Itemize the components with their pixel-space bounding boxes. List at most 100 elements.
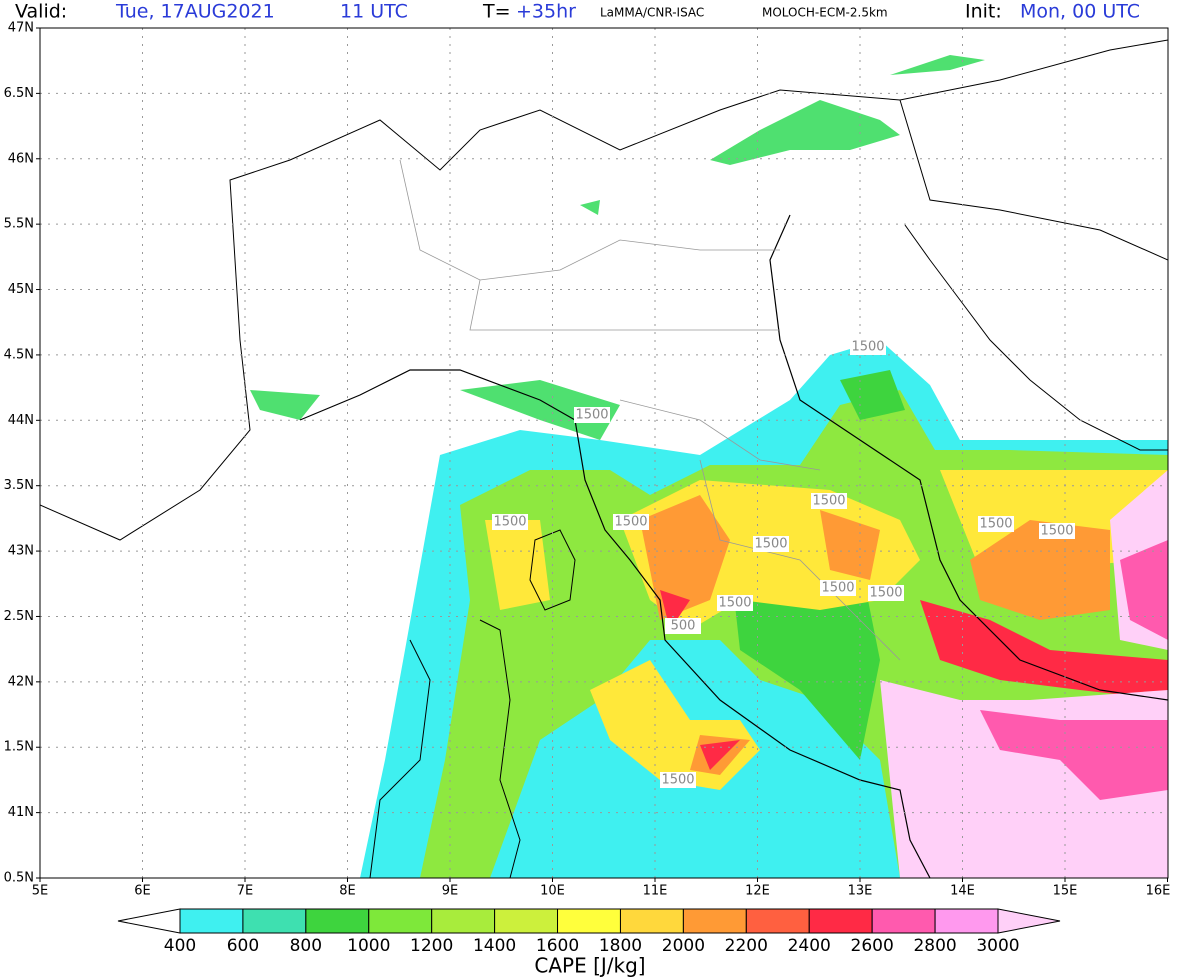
lat-label: 42N bbox=[8, 674, 34, 689]
lon-label: 8E bbox=[339, 884, 356, 899]
lat-label: 43N bbox=[8, 544, 34, 559]
coast-adriatic bbox=[769, 214, 1168, 701]
init-label: Init: bbox=[965, 1, 1002, 23]
lat-label: 1.5N bbox=[4, 740, 34, 755]
contour-labels: 1500 1500 1500 1500 1500 1500 1500 1500 1500 1500… bbox=[492, 339, 1075, 788]
contour-label: 1500 bbox=[575, 408, 608, 423]
contour-label: 1500 bbox=[869, 586, 902, 601]
lon-label: 7E bbox=[237, 884, 254, 899]
lon-label: 5E bbox=[32, 884, 49, 899]
colorbar-box bbox=[808, 908, 873, 934]
contour-label: 1500 bbox=[812, 494, 845, 509]
lon-label: 15E bbox=[1053, 884, 1078, 899]
colorbar-label: 2800 bbox=[913, 936, 956, 956]
lon-label: 11E bbox=[643, 884, 668, 899]
contour-label-bg bbox=[665, 618, 701, 634]
contour-label-bg bbox=[753, 536, 789, 552]
coast-sardinia bbox=[369, 619, 521, 878]
lat-label: 44N bbox=[8, 413, 34, 428]
coast-italy bbox=[299, 369, 931, 878]
valid-date: Tue, 17AUG2021 bbox=[115, 1, 275, 23]
cape-field bbox=[250, 55, 1168, 878]
colorbar-box bbox=[179, 908, 244, 934]
colorbar-box bbox=[745, 908, 810, 934]
contour-label: 1500 bbox=[661, 773, 694, 788]
lat-label: 45N bbox=[8, 282, 34, 297]
contour-label: 1500 bbox=[718, 596, 751, 611]
lon-label: 9E bbox=[442, 884, 459, 899]
colorbar-box bbox=[871, 908, 936, 934]
contour-label: 1500 bbox=[614, 515, 647, 530]
colorbar-box bbox=[934, 908, 999, 934]
colorbar-label: 2000 bbox=[662, 936, 705, 956]
colorbar-box bbox=[682, 908, 747, 934]
valid-label: Valid: bbox=[15, 1, 67, 23]
model: MOLOCH-ECM-2.5km bbox=[762, 6, 888, 20]
grid: 47N 6.5N 46N 5.5N 45N 4.5N 44N 3.5N 43N 2.5N 42N 1.… bbox=[4, 21, 1171, 899]
contour-label-bg bbox=[868, 585, 904, 601]
institution: LaMMA/CNR-ISAC bbox=[600, 6, 704, 20]
contour-label: 1500 bbox=[851, 340, 884, 355]
lead-label: T= bbox=[482, 1, 511, 23]
colorbar-label: 1000 bbox=[347, 936, 390, 956]
lat-label: 3.5N bbox=[4, 478, 34, 493]
contour-label-bg bbox=[717, 595, 753, 611]
colorbar-label: 400 bbox=[164, 936, 196, 956]
colorbar-under bbox=[117, 908, 181, 934]
lon-label: 12E bbox=[745, 884, 770, 899]
coastlines bbox=[40, 39, 1168, 878]
colorbar-label: 3000 bbox=[976, 936, 1019, 956]
lead-time: +35hr bbox=[516, 1, 576, 23]
lat-label: 2.5N bbox=[4, 609, 34, 624]
colorbar-box bbox=[431, 908, 496, 934]
lat-label: 47N bbox=[8, 21, 34, 36]
colorbar-label: 1200 bbox=[410, 936, 453, 956]
coast-croatia bbox=[904, 224, 1168, 451]
contour-label-bg bbox=[1039, 523, 1075, 539]
lon-label: 14E bbox=[950, 884, 975, 899]
lat-label: 4.5N bbox=[4, 347, 34, 362]
contour-label-bg bbox=[820, 580, 856, 596]
lat-label: 41N bbox=[8, 805, 34, 820]
contour-label-bg bbox=[492, 514, 528, 530]
header: Valid: Tue, 17AUG2021 11 UTC T= +35hr La… bbox=[15, 1, 1140, 23]
colorbar-label: 800 bbox=[290, 936, 322, 956]
lat-label: 46N bbox=[8, 151, 34, 166]
colorbar-box bbox=[305, 908, 370, 934]
contour-label: 1500 bbox=[979, 517, 1012, 532]
colorbar-label: 1400 bbox=[473, 936, 516, 956]
contour-label-bg bbox=[811, 493, 847, 509]
lon-label: 10E bbox=[540, 884, 565, 899]
lat-label: 0.5N bbox=[4, 871, 34, 886]
contour-label: 500 bbox=[671, 619, 696, 634]
lon-label: 16E bbox=[1146, 884, 1171, 899]
contour-label-bg bbox=[574, 407, 610, 423]
colorbar-title: CAPE [J/kg] bbox=[534, 954, 645, 978]
colorbar-label: 2400 bbox=[788, 936, 831, 956]
contour-label-bg bbox=[978, 516, 1014, 532]
colorbar-box bbox=[242, 908, 307, 934]
lon-label: 6E bbox=[134, 884, 151, 899]
contour-label-bg bbox=[850, 339, 886, 355]
colorbar-box bbox=[619, 908, 684, 934]
contour-label: 1500 bbox=[1040, 524, 1073, 539]
field-magenta bbox=[980, 540, 1168, 800]
contour-label: 1500 bbox=[754, 537, 787, 552]
colorbar-label: 1800 bbox=[599, 936, 642, 956]
plot-frame bbox=[39, 27, 1169, 879]
regions bbox=[399, 159, 901, 661]
init-time: Mon, 00 UTC bbox=[1020, 1, 1140, 23]
valid-time: 11 UTC bbox=[340, 1, 408, 23]
field-red bbox=[660, 590, 1168, 770]
colorbar-label: 1600 bbox=[536, 936, 579, 956]
colorbar-label: 600 bbox=[227, 936, 259, 956]
contour-label: 1500 bbox=[493, 515, 526, 530]
colorbar-box bbox=[368, 908, 433, 934]
borders bbox=[40, 39, 1168, 541]
lon-label: 13E bbox=[848, 884, 873, 899]
lat-label: 5.5N bbox=[4, 217, 34, 232]
colorbar-label: 2200 bbox=[725, 936, 768, 956]
coast-corsica bbox=[529, 529, 576, 611]
